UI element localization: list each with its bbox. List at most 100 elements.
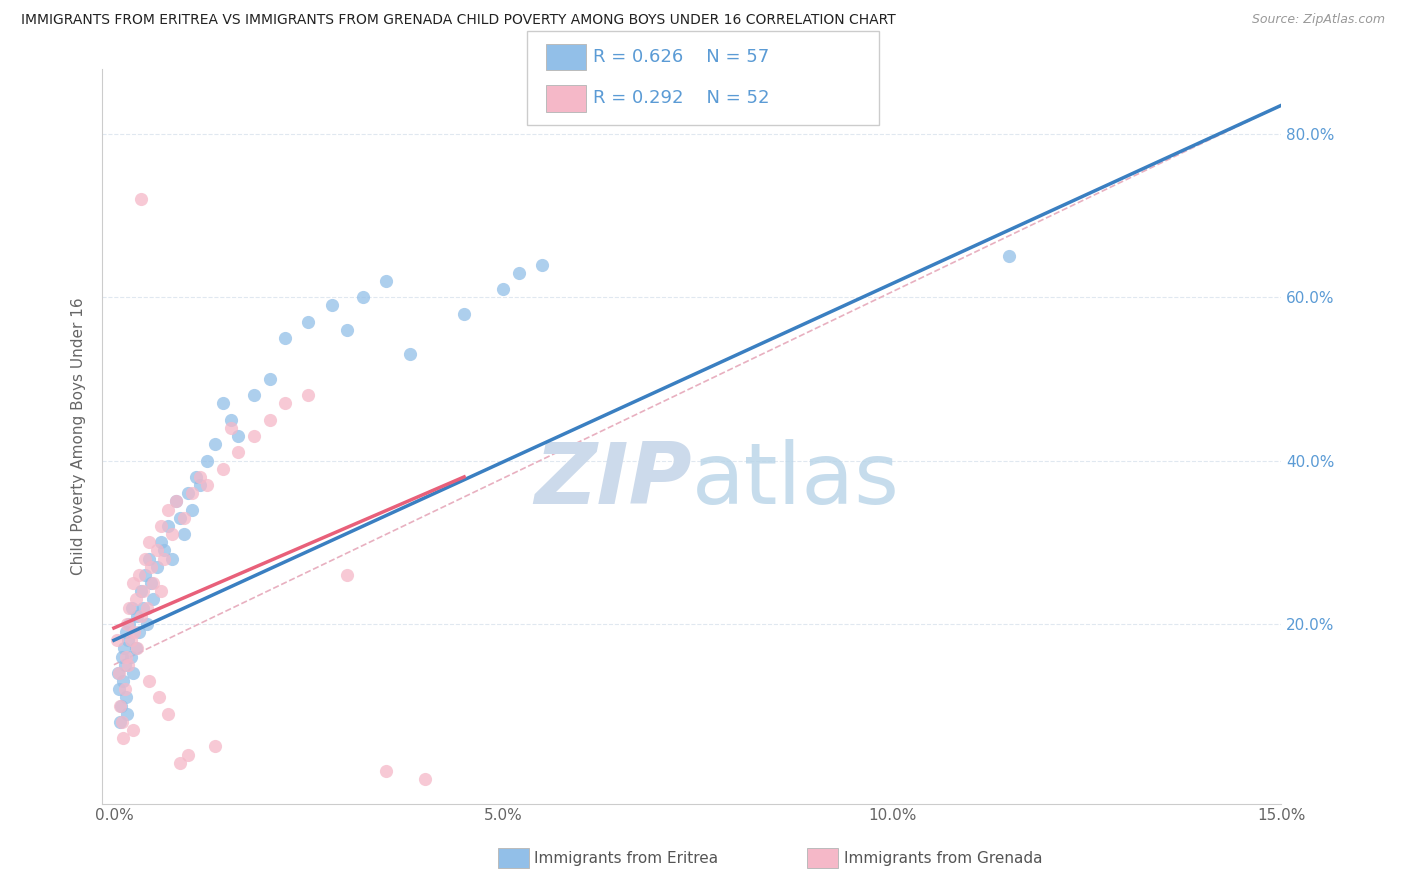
Text: ZIP: ZIP: [534, 439, 692, 522]
Point: [297, 315, 319, 329]
Point: [112, 674, 135, 689]
Point: [111, 649, 134, 664]
Point: [111, 714, 134, 729]
Point: [274, 396, 297, 410]
Point: [134, 551, 156, 566]
Point: [135, 616, 157, 631]
Text: R = 0.292    N = 52: R = 0.292 N = 52: [593, 89, 770, 107]
Point: [134, 568, 156, 582]
Text: IMMIGRANTS FROM ERITREA VS IMMIGRANTS FROM GRENADA CHILD POVERTY AMONG BOYS UNDE: IMMIGRANTS FROM ERITREA VS IMMIGRANTS FR…: [21, 13, 896, 28]
Point: [117, 633, 139, 648]
Point: [118, 600, 141, 615]
Point: [375, 274, 398, 288]
Point: [177, 486, 200, 500]
Point: [169, 756, 191, 770]
Point: [243, 388, 266, 402]
Point: [297, 388, 319, 402]
Point: [188, 478, 211, 492]
Point: [127, 608, 149, 623]
Point: [128, 625, 150, 640]
Point: [110, 698, 132, 713]
Point: [173, 510, 195, 524]
Point: [107, 665, 129, 680]
Point: [145, 559, 167, 574]
Point: [138, 535, 160, 549]
Point: [184, 470, 207, 484]
Point: [115, 625, 138, 640]
Point: [141, 559, 163, 574]
Point: [132, 600, 155, 615]
Text: R = 0.626    N = 57: R = 0.626 N = 57: [593, 48, 769, 66]
Point: [114, 657, 136, 672]
Point: [321, 298, 343, 312]
Point: [107, 665, 129, 680]
Point: [153, 543, 176, 558]
Point: [149, 519, 172, 533]
Point: [157, 706, 180, 721]
Point: [142, 576, 165, 591]
Point: [530, 258, 553, 272]
Point: [998, 249, 1021, 263]
Point: [243, 429, 266, 443]
Point: [336, 568, 359, 582]
Point: [162, 551, 184, 566]
Point: [165, 494, 187, 508]
Point: [114, 682, 136, 697]
Text: Immigrants from Grenada: Immigrants from Grenada: [844, 851, 1042, 865]
Point: [112, 731, 135, 746]
Point: [508, 266, 530, 280]
Point: [219, 413, 242, 427]
Point: [127, 641, 149, 656]
Point: [114, 649, 136, 664]
Point: [259, 372, 281, 386]
Point: [128, 568, 150, 582]
Point: [195, 478, 218, 492]
Point: [129, 584, 152, 599]
Text: atlas: atlas: [692, 439, 900, 522]
Point: [149, 584, 172, 599]
Point: [173, 527, 195, 541]
Point: [274, 331, 297, 345]
Point: [122, 625, 145, 640]
Point: [138, 551, 160, 566]
Point: [492, 282, 515, 296]
Point: [149, 535, 172, 549]
Point: [141, 576, 163, 591]
Point: [129, 608, 152, 623]
Point: [336, 323, 359, 337]
Text: Source: ZipAtlas.com: Source: ZipAtlas.com: [1251, 13, 1385, 27]
Point: [195, 453, 218, 467]
Point: [352, 290, 374, 304]
Point: [413, 772, 436, 786]
Point: [138, 674, 160, 689]
Point: [157, 519, 180, 533]
Point: [122, 723, 145, 738]
Point: [169, 510, 191, 524]
Point: [180, 486, 202, 500]
Point: [228, 445, 250, 459]
Point: [212, 396, 235, 410]
Point: [204, 739, 226, 754]
Point: [148, 690, 170, 705]
Point: [120, 633, 142, 648]
Point: [114, 690, 136, 705]
Point: [117, 657, 139, 672]
Point: [375, 764, 398, 778]
Point: [177, 747, 200, 762]
Point: [453, 307, 475, 321]
Point: [188, 470, 211, 484]
Text: Immigrants from Eritrea: Immigrants from Eritrea: [534, 851, 718, 865]
Y-axis label: Child Poverty Among Boys Under 16: Child Poverty Among Boys Under 16: [72, 297, 86, 574]
Point: [118, 616, 141, 631]
Point: [108, 682, 131, 697]
Point: [115, 616, 138, 631]
Point: [180, 502, 202, 516]
Point: [204, 437, 226, 451]
Point: [121, 600, 143, 615]
Point: [112, 641, 135, 656]
Point: [115, 706, 138, 721]
Point: [122, 665, 145, 680]
Point: [259, 413, 281, 427]
Point: [228, 429, 250, 443]
Point: [162, 527, 184, 541]
